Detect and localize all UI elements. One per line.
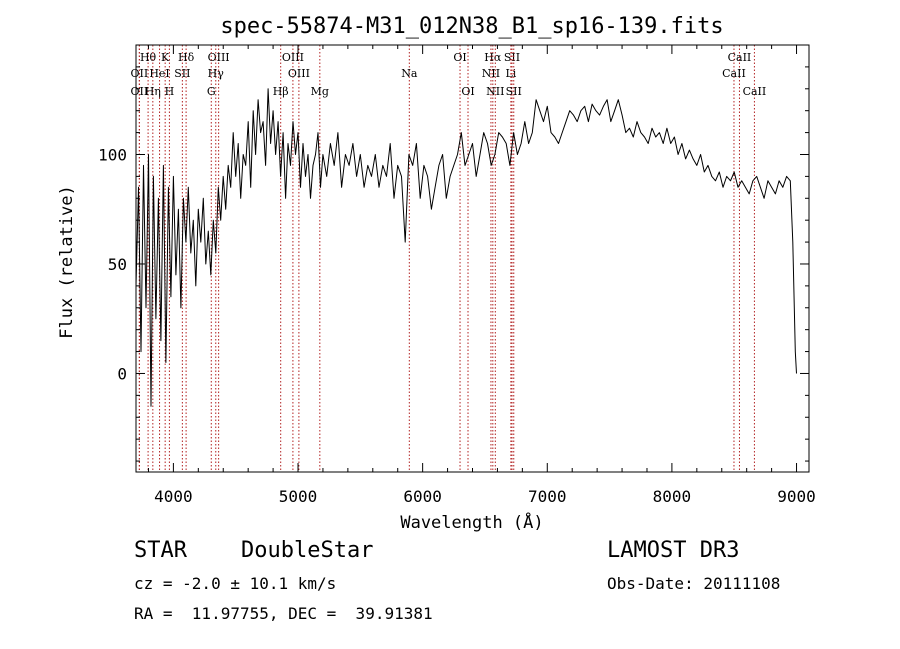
spectral-line-label: NII <box>482 67 500 80</box>
axis-ticks: 4000 5000 6000 7000 8000 9000 0 50 100 <box>98 45 816 506</box>
x-tick-label: 7000 <box>528 487 567 506</box>
spectral-line-label: Hβ <box>273 85 289 98</box>
object-class: STAR <box>134 538 187 563</box>
spectral-line-label: Hγ <box>208 67 225 80</box>
survey-name: LAMOST DR3 <box>607 538 740 563</box>
chart-title: spec-55874-M31_012N38_B1_sp16-139.fits <box>220 14 723 39</box>
spectral-line-label: CaII <box>743 85 767 98</box>
y-tick-label: 100 <box>98 145 127 164</box>
y-axis-label: Flux (relative) <box>57 185 77 339</box>
spectral-line-label: CaII <box>728 51 752 64</box>
spectral-line-label: Na <box>401 67 418 80</box>
plot-frame <box>135 44 810 473</box>
spectral-line-label: OII <box>131 85 149 98</box>
x-tick-label: 5000 <box>279 487 318 506</box>
spectral-line-label: Hθ <box>140 51 157 64</box>
spectral-line-label: OI <box>461 85 474 98</box>
spectral-line-label: OIII <box>288 67 310 80</box>
y-tick-label: 0 <box>117 364 127 383</box>
x-tick-label: 8000 <box>653 487 692 506</box>
spectral-line-label: Hα <box>484 51 502 64</box>
spectral-line-label: Hδ <box>178 51 195 64</box>
spectrum-line <box>135 88 797 407</box>
y-tick-label: 50 <box>108 255 127 274</box>
spectral-line-label: Mg <box>311 85 329 98</box>
spectral-line-label: G <box>207 85 216 98</box>
coordinates: RA = 11.97755, DEC = 39.91381 <box>134 604 433 623</box>
spectral-line-label: Hη <box>145 85 161 98</box>
x-tick-label: 6000 <box>403 487 442 506</box>
object-subclass: DoubleStar <box>241 538 374 563</box>
spectral-line-label: NII <box>486 85 504 98</box>
spectral-line-label: SII <box>506 85 522 98</box>
x-tick-label: 4000 <box>154 487 193 506</box>
spectral-line-label: OI <box>453 51 466 64</box>
spectral-line-label: H <box>165 85 175 98</box>
x-tick-label: 9000 <box>777 487 816 506</box>
observation-date: Obs-Date: 20111108 <box>607 574 781 593</box>
spectral-line-label: K <box>161 51 170 64</box>
spectrum-series <box>135 88 797 407</box>
redshift-value: cz = -2.0 ± 10.1 km/s <box>134 574 337 593</box>
spectral-line-label: CaII <box>722 67 746 80</box>
x-axis-label: Wavelength (Å) <box>400 511 543 533</box>
spectral-line-label: OIII <box>208 51 230 64</box>
spectral-line-label: SII <box>174 67 190 80</box>
spectral-line-label: Li <box>505 67 516 80</box>
spectral-line-label: OIII <box>282 51 304 64</box>
spectral-line-label: SII <box>504 51 520 64</box>
